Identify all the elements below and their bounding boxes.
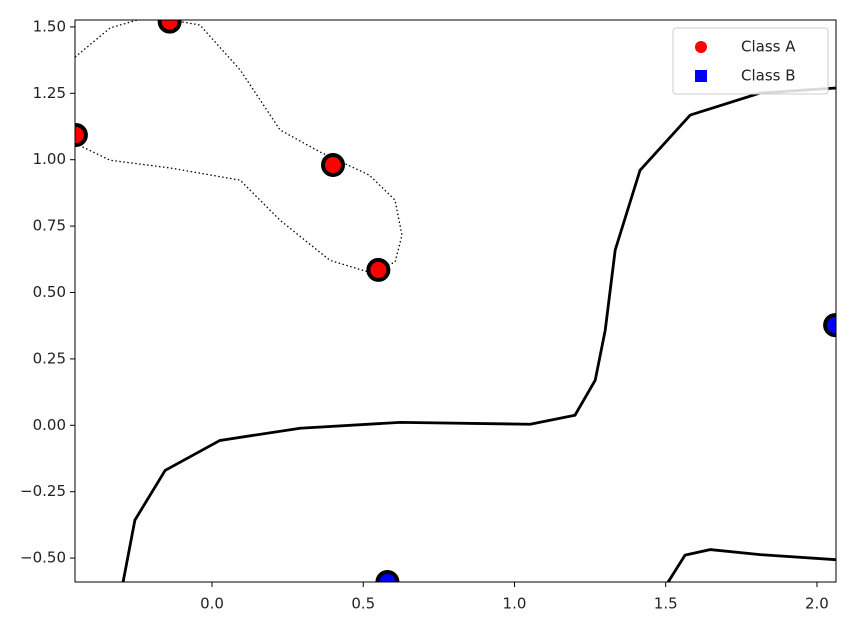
legend-marker	[695, 70, 707, 82]
y-tick-label: 0.00	[33, 416, 66, 434]
x-tick-label: 1.0	[503, 595, 527, 613]
decision-contour	[121, 86, 836, 582]
legend-label: Class A	[741, 38, 796, 56]
y-tick-label: −0.50	[20, 549, 66, 567]
x-tick-label: 1.5	[654, 595, 678, 613]
y-tick-label: 0.75	[33, 217, 66, 235]
decision-contour	[75, 20, 403, 274]
y-tick-label: 1.25	[33, 84, 66, 102]
y-tick-label: 0.25	[33, 349, 66, 367]
point	[375, 570, 400, 582]
y-tick-label: −0.25	[20, 482, 66, 500]
y-tick-label: 0.50	[33, 283, 66, 301]
point	[75, 123, 88, 147]
point	[366, 257, 391, 282]
point	[823, 313, 836, 338]
point	[321, 153, 346, 178]
plot-area	[75, 20, 836, 582]
y-tick-label: 1.00	[33, 150, 66, 168]
axes-frame	[74, 19, 837, 583]
legend-marker	[695, 41, 707, 53]
x-tick-label: 0.5	[351, 595, 375, 613]
y-tick-label: 1.50	[33, 17, 66, 35]
legend-box	[672, 27, 829, 95]
x-tick-label: 0.0	[200, 595, 224, 613]
point	[157, 20, 182, 34]
decision-contour	[666, 548, 836, 582]
x-tick-label: 2.0	[805, 595, 829, 613]
legend-label: Class B	[741, 67, 796, 85]
